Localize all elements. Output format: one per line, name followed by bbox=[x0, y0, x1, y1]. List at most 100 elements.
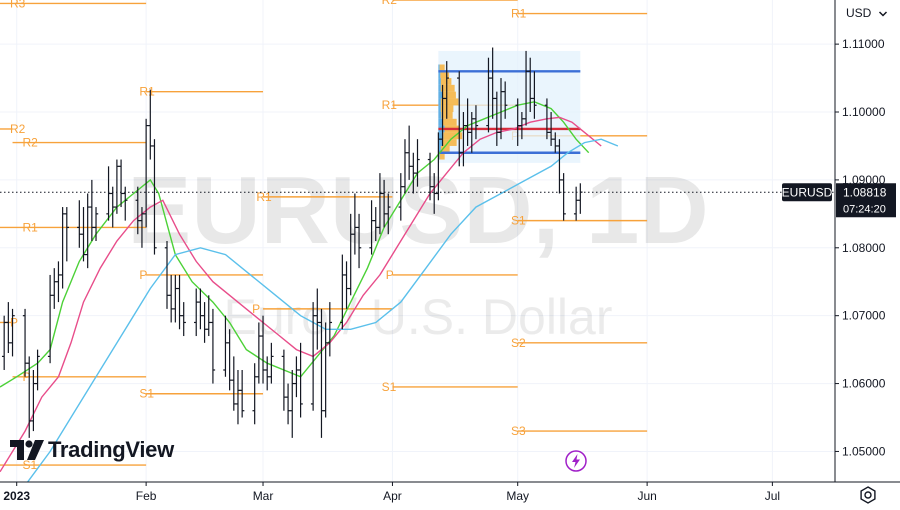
price-bar bbox=[202, 302, 207, 343]
tradingview-logo-icon bbox=[10, 440, 44, 460]
price-bar bbox=[35, 349, 40, 391]
time-tick-label: Jul bbox=[765, 489, 780, 503]
volume-row-down bbox=[438, 91, 443, 99]
price-tick-label: 1.07000 bbox=[842, 309, 886, 323]
time-tick-label: May bbox=[506, 489, 529, 503]
price-bar bbox=[60, 207, 65, 289]
pivot-label: R2 bbox=[382, 0, 398, 7]
price-bar bbox=[110, 186, 115, 228]
price-bar bbox=[402, 139, 408, 194]
price-bar bbox=[473, 105, 479, 140]
time-tick-label: Feb bbox=[136, 489, 157, 503]
price-bar bbox=[64, 207, 69, 262]
lightning-icon[interactable] bbox=[565, 450, 587, 472]
price-bar bbox=[327, 302, 333, 357]
price-bar bbox=[6, 302, 11, 354]
volume-row-up bbox=[440, 71, 450, 79]
price-bar bbox=[344, 261, 349, 309]
volume-row-up bbox=[439, 152, 445, 160]
price-bar bbox=[260, 315, 266, 384]
price-bar bbox=[465, 98, 470, 146]
watermark-description: Euro / U.S. Dollar bbox=[223, 289, 612, 345]
price-bar bbox=[298, 342, 303, 418]
bar-countdown: 07:24:20 bbox=[843, 203, 886, 215]
price-bar bbox=[168, 274, 174, 323]
symbol-price-label-text: EURUSD bbox=[782, 185, 833, 199]
price-bar bbox=[348, 213, 353, 296]
time-tick-label: 2023 bbox=[3, 489, 30, 503]
pivot-label: S1 bbox=[23, 458, 38, 472]
price-bar bbox=[457, 71, 462, 167]
price-bar bbox=[381, 179, 387, 228]
pivot-label: S3 bbox=[511, 424, 526, 438]
price-bar bbox=[444, 61, 449, 119]
logo-text: TradingView bbox=[48, 437, 174, 462]
price-bar bbox=[515, 98, 520, 146]
price-bar bbox=[143, 118, 149, 228]
pivot-label: P bbox=[139, 268, 147, 282]
currency-label: USD bbox=[846, 6, 872, 20]
pivot-label: P bbox=[252, 302, 260, 316]
pivot-label: S1 bbox=[139, 387, 154, 401]
tradingview-logo[interactable]: TradingView bbox=[10, 437, 174, 463]
volume-profile-box bbox=[438, 50, 581, 163]
pivot-label: S2 bbox=[511, 336, 526, 350]
price-bar bbox=[85, 193, 90, 269]
last-price-line: EURUSD bbox=[0, 183, 835, 202]
price-bar bbox=[177, 274, 182, 330]
price-bar bbox=[194, 288, 199, 337]
price-bar bbox=[486, 57, 491, 133]
price-bar bbox=[223, 315, 228, 377]
volume-row-down bbox=[438, 64, 440, 72]
volume-row-down bbox=[438, 71, 441, 79]
price-bar bbox=[323, 322, 328, 418]
pivot-label: S1 bbox=[382, 380, 397, 394]
pivot-label: P bbox=[386, 268, 394, 282]
price-bar bbox=[528, 57, 533, 113]
price-bar bbox=[352, 193, 358, 255]
price-bar bbox=[519, 112, 525, 140]
volume-row-up bbox=[442, 91, 456, 99]
price-bar bbox=[373, 207, 378, 241]
volume-row-down bbox=[438, 84, 441, 92]
price-bar bbox=[532, 71, 537, 119]
price-bar bbox=[548, 112, 554, 146]
price-bar bbox=[235, 369, 241, 425]
price-bar bbox=[310, 302, 316, 411]
price-bar bbox=[47, 274, 53, 364]
pivot-label: R1 bbox=[511, 7, 527, 21]
price-bar bbox=[89, 179, 95, 241]
price-bar bbox=[398, 173, 403, 221]
pivot-label: S1 bbox=[511, 214, 526, 228]
last-price-badge-bg bbox=[836, 183, 896, 218]
price-bar bbox=[106, 166, 111, 221]
price-bar bbox=[210, 308, 216, 384]
volume-row-down bbox=[438, 98, 441, 106]
volume-row-up bbox=[439, 64, 445, 72]
price-bar bbox=[294, 356, 299, 398]
currency-selector[interactable]: USD bbox=[846, 6, 888, 20]
price-bar bbox=[152, 139, 157, 255]
time-tick-label: Mar bbox=[253, 489, 274, 503]
price-bar bbox=[27, 356, 32, 438]
price-bar bbox=[561, 173, 566, 221]
price-bar bbox=[432, 173, 437, 214]
price-bar bbox=[461, 112, 466, 167]
price-bar bbox=[498, 78, 504, 140]
price-bar bbox=[148, 89, 153, 160]
price-bar bbox=[427, 152, 433, 201]
price-bar bbox=[231, 356, 236, 411]
volume-row-up bbox=[443, 132, 463, 140]
last-price-badge[interactable]: 1.08818 07:24:20 bbox=[836, 183, 896, 218]
price-bar bbox=[181, 302, 186, 337]
symbol-watermark: EURUSD, 1D Euro / U.S. Dollar bbox=[127, 157, 708, 345]
symbol-price-label[interactable]: EURUSD bbox=[782, 183, 833, 202]
volume-row-down bbox=[438, 112, 442, 119]
volume-row-down bbox=[438, 145, 441, 153]
price-bar bbox=[265, 356, 270, 391]
price-tick-label: 1.05000 bbox=[842, 444, 886, 458]
price-bar bbox=[544, 98, 550, 140]
chevron-down-icon bbox=[878, 11, 887, 17]
settings-gear-icon[interactable] bbox=[858, 485, 878, 505]
